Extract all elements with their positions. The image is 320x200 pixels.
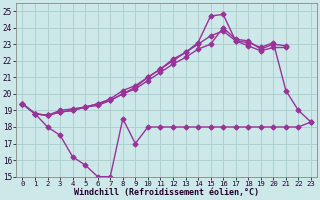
X-axis label: Windchill (Refroidissement éolien,°C): Windchill (Refroidissement éolien,°C) bbox=[74, 188, 259, 197]
